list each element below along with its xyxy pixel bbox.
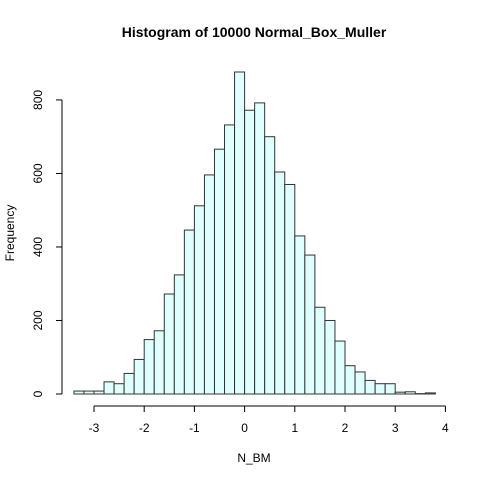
- y-tick-label: 400: [31, 237, 45, 257]
- histogram-bar: [224, 124, 236, 395]
- histogram-bar: [133, 358, 145, 395]
- histogram-bar: [183, 229, 195, 395]
- x-axis-label: N_BM: [237, 451, 270, 465]
- x-axis: -3 -2 -1 0 1 2 3 4: [89, 405, 449, 435]
- histogram-bar: [163, 293, 175, 395]
- x-tick-label: 3: [392, 421, 399, 435]
- histogram-bar: [173, 274, 185, 395]
- histogram-bar: [334, 340, 346, 395]
- histogram-bar: [143, 339, 155, 395]
- x-tick-label: -3: [89, 421, 100, 435]
- y-axis: 0 200 400 600 800: [31, 90, 63, 397]
- histogram-bar: [264, 136, 276, 395]
- histogram-bar: [354, 371, 366, 395]
- histogram-bar: [384, 383, 396, 395]
- histogram-bar: [424, 392, 436, 395]
- histogram-bar: [274, 171, 286, 395]
- histogram-bar: [103, 381, 115, 395]
- x-tick-label: 0: [241, 421, 248, 435]
- histogram-bar: [364, 379, 376, 395]
- chart-title: Histogram of 10000 Normal_Box_Muller: [122, 24, 387, 40]
- histogram-bar: [324, 319, 336, 395]
- histogram-bar: [193, 205, 205, 395]
- y-tick-label: 800: [31, 90, 45, 110]
- histogram-bar: [234, 71, 246, 395]
- histogram-bar: [93, 390, 105, 395]
- histogram-bar: [394, 391, 406, 395]
- x-tick-label: 4: [442, 421, 449, 435]
- y-tick-label: 200: [31, 310, 45, 330]
- histogram-bar: [284, 183, 296, 395]
- histogram-bar: [244, 109, 256, 395]
- x-tick-label: 2: [342, 421, 349, 435]
- histogram-bar: [113, 383, 125, 395]
- histogram-bar: [344, 365, 356, 395]
- histogram-bar: [73, 390, 85, 395]
- histogram-bar: [304, 254, 316, 395]
- histogram-bar: [213, 148, 226, 395]
- histogram-bar: [254, 102, 266, 395]
- x-tick-label: -1: [189, 421, 200, 435]
- x-tick-label: 1: [291, 421, 298, 435]
- histogram-bar: [404, 391, 416, 395]
- histogram-bar: [83, 390, 95, 395]
- y-tick-label: 600: [31, 163, 45, 183]
- histogram-bar: [374, 383, 386, 395]
- histogram-bar: [153, 330, 165, 395]
- histogram-bar: [203, 174, 215, 395]
- y-axis-label: Frequency: [3, 205, 17, 262]
- histogram-bar: [314, 306, 326, 395]
- y-tick-label: 0: [31, 390, 45, 397]
- histogram-bar: [123, 372, 135, 395]
- histogram-bar: [294, 235, 306, 395]
- bars-group: [73, 71, 436, 395]
- x-tick-label: -2: [139, 421, 150, 435]
